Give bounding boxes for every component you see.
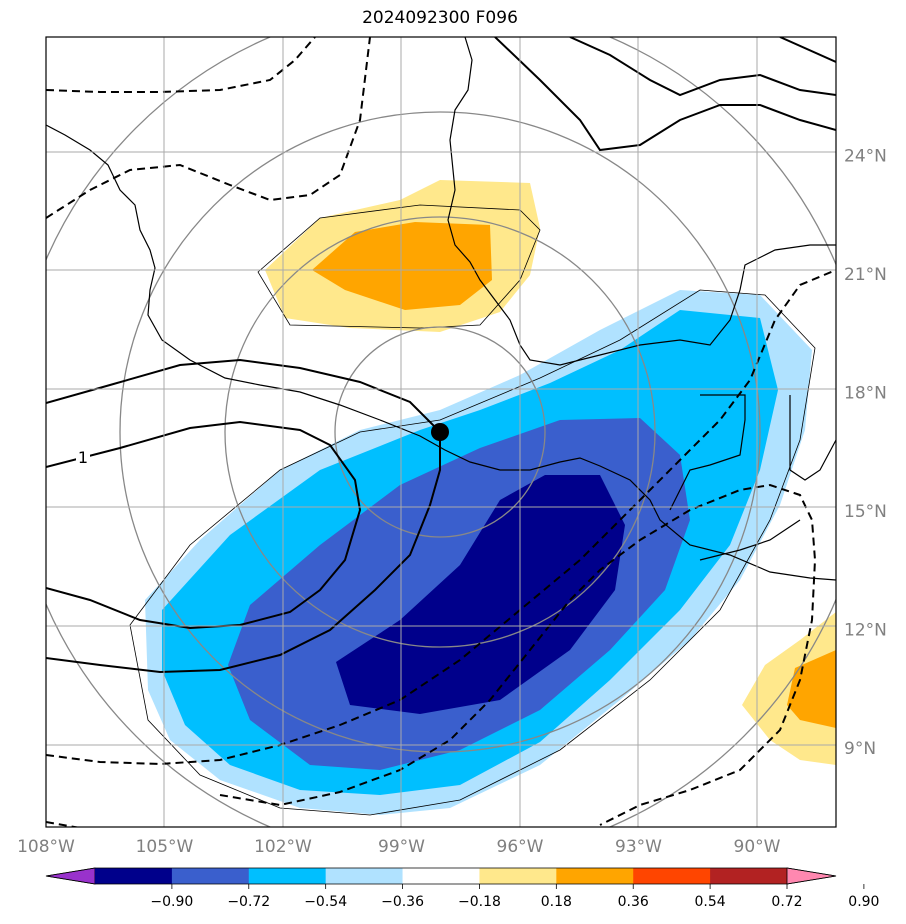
latitude-tick-label: 21°N: [844, 265, 887, 285]
longitude-tick-labels: 108°W 105°W 102°W 99°W 96°W 93°W 90°W: [17, 837, 781, 857]
latitude-tick-label: 9°N: [844, 739, 876, 759]
positive-anomaly-fill-north: [265, 180, 540, 332]
longitude-tick-label: 99°W: [378, 837, 425, 857]
chart-title: 2024092300 F096: [362, 8, 518, 28]
colorbar-segment: [479, 868, 557, 884]
latitude-tick-label: 18°N: [844, 384, 887, 404]
longitude-tick-label: 96°W: [497, 837, 544, 857]
longitude-tick-label: 90°W: [734, 837, 781, 857]
colorbar-segment: [171, 868, 250, 884]
colorbar-tick-label: −0.54: [304, 894, 347, 910]
colorbar-extend-low: [45, 867, 96, 885]
colorbar-segment: [710, 868, 788, 884]
latitude-tick-label: 15°N: [844, 502, 887, 522]
colorbar-segment: [402, 868, 480, 884]
map-frame: [45, 36, 837, 828]
colorbar-tick-label: 0.54: [695, 894, 726, 910]
colorbar-outline: [45, 867, 837, 885]
positive-anomaly-fill-southeast: [742, 612, 836, 765]
colorbar-tick-label: 0.36: [618, 894, 649, 910]
longitude-tick-label: 105°W: [136, 837, 194, 857]
grid-lines: [46, 37, 836, 827]
latitude-tick-label: 12°N: [844, 621, 887, 641]
longitude-tick-label: 102°W: [254, 837, 312, 857]
colorbar-tick-label: 0.72: [771, 894, 802, 910]
longitude-tick-label: 108°W: [17, 837, 75, 857]
colorbar-tick-label: −0.90: [150, 894, 193, 910]
colorbar: −0.90 −0.72 −0.54 −0.36 −0.18 0.18 0.36 0.54 0.7…: [45, 867, 879, 910]
colorbar-tick-label: −0.18: [458, 894, 501, 910]
colorbar-segment: [95, 868, 173, 884]
colorbar-tick-label: −0.72: [227, 894, 270, 910]
contour-label: 1: [78, 448, 88, 467]
colorbar-tick-label: 0.90: [848, 894, 879, 910]
colorbar-segment: [325, 868, 404, 884]
solid-contours: [46, 37, 836, 674]
colorbar-segment: [248, 868, 327, 884]
range-rings: [46, 37, 836, 827]
colorbar-extend-high: [786, 867, 837, 885]
longitude-tick-label: 93°W: [615, 837, 662, 857]
latitude-tick-labels: 9°N 12°N 15°N 18°N 21°N 24°N: [844, 147, 887, 760]
latitude-tick-label: 24°N: [844, 147, 887, 167]
contour-label-bg: [76, 447, 90, 467]
storm-center-marker: [431, 423, 449, 441]
colorbar-tick-label: 0.18: [541, 894, 572, 910]
colorbar-segment: [556, 868, 634, 884]
colorbar-tick-label: −0.36: [381, 894, 424, 910]
anomaly-outline: [129, 204, 816, 816]
colorbar-segment: [633, 868, 711, 884]
negative-anomaly-fill: [145, 290, 812, 815]
